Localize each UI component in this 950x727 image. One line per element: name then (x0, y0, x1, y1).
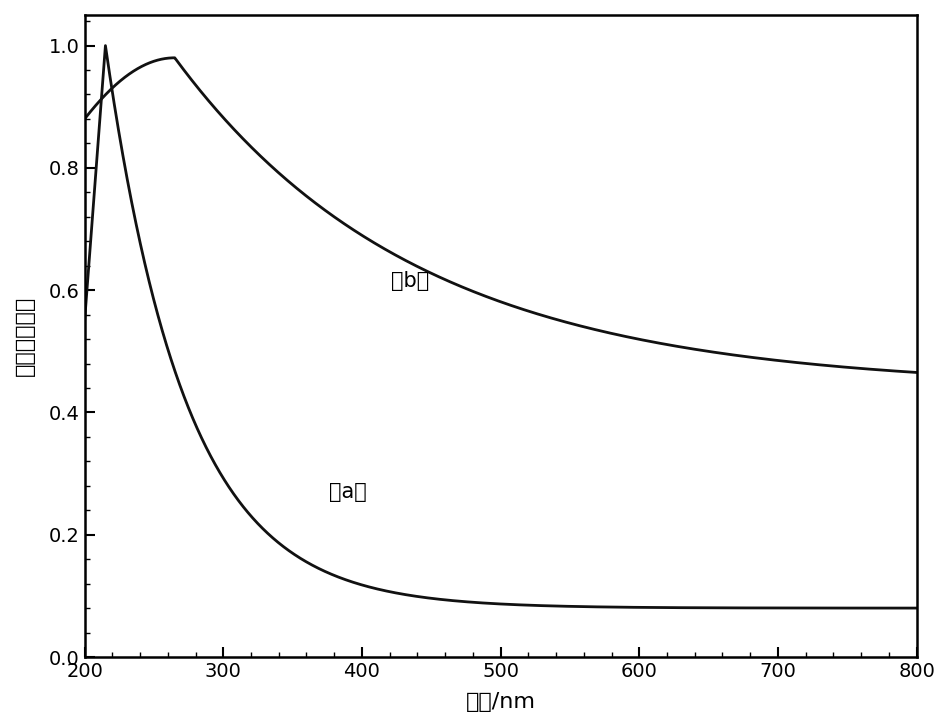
Y-axis label: 歸一化吸光度: 歸一化吸光度 (15, 296, 35, 376)
X-axis label: 波長/nm: 波長/nm (466, 692, 536, 712)
Text: （b）: （b） (391, 271, 429, 291)
Text: （a）: （a） (330, 482, 367, 502)
